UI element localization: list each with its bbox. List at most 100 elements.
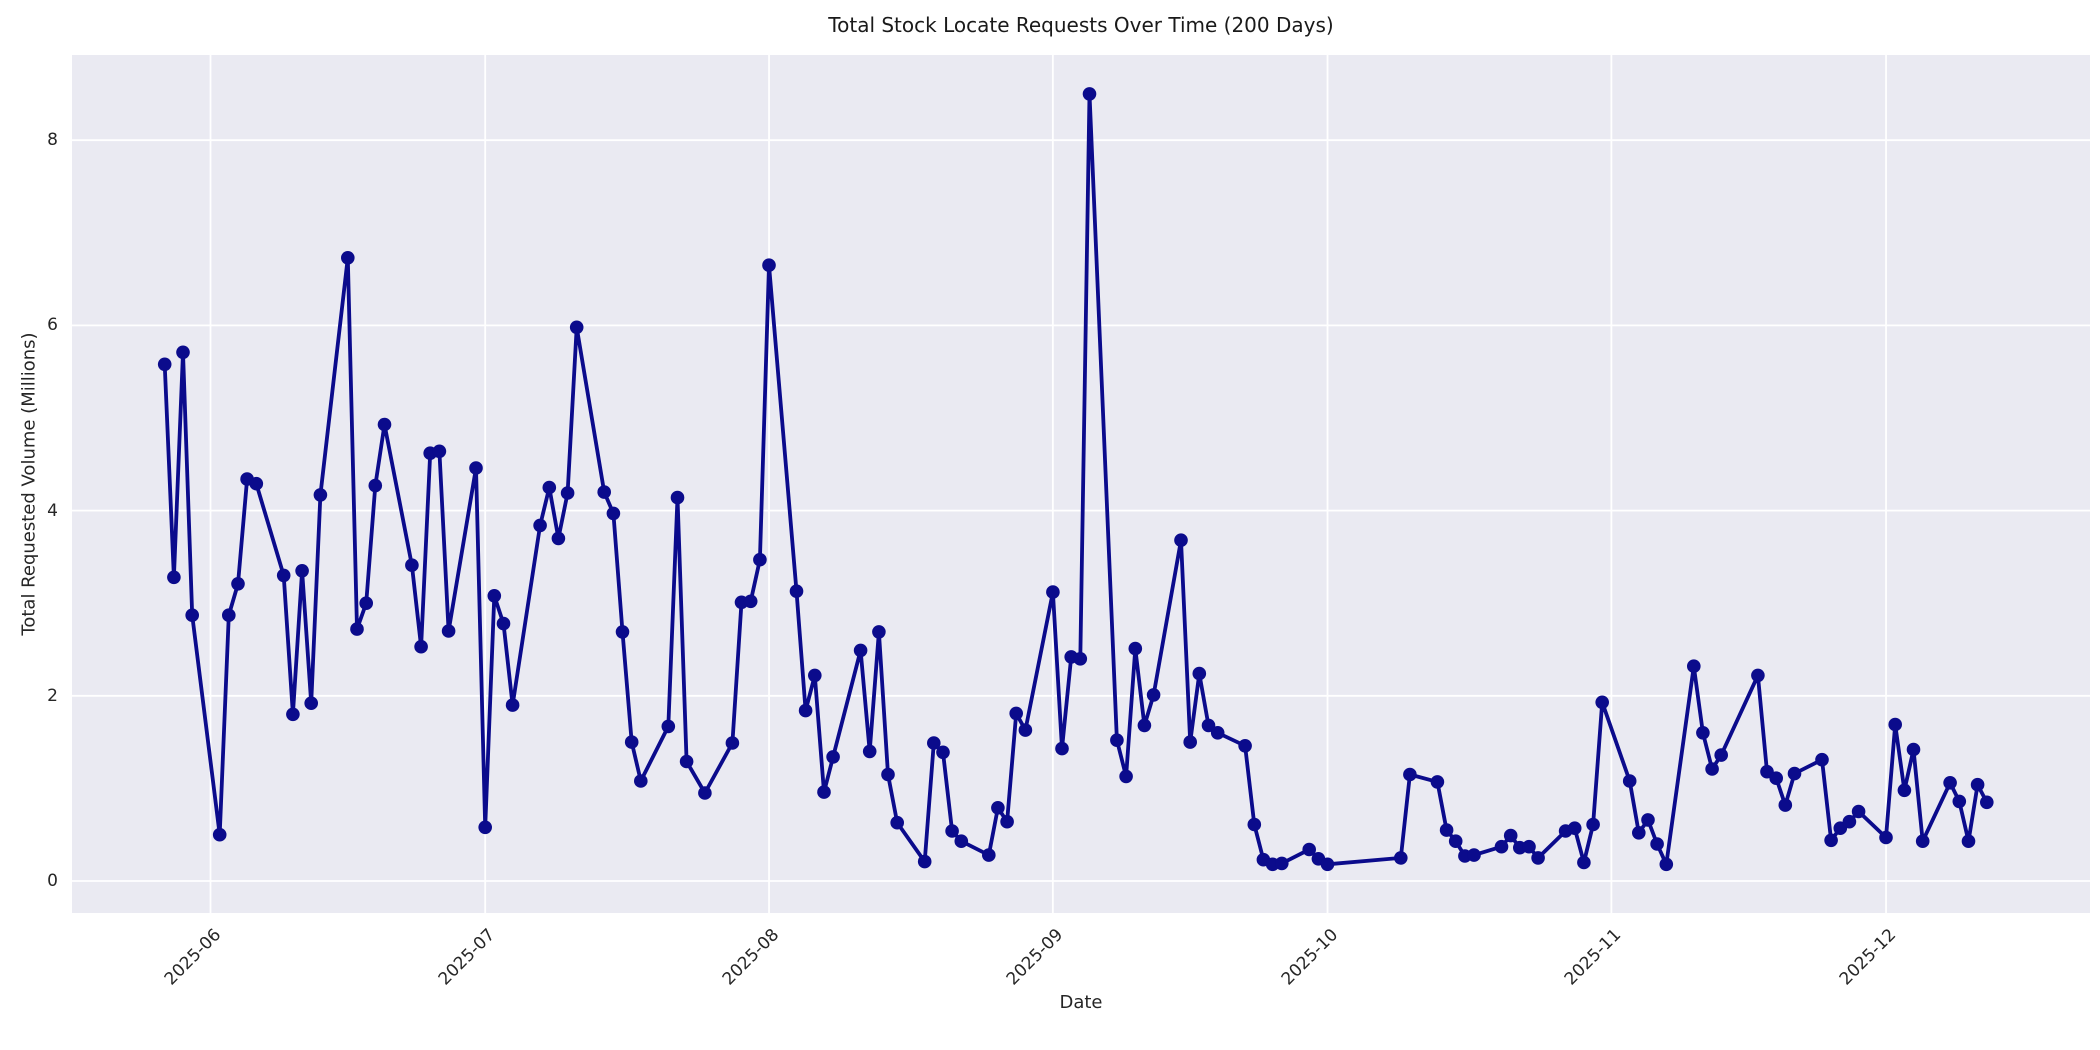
plot-area	[72, 55, 2090, 913]
data-point-marker	[1714, 748, 1728, 762]
data-point-marker	[377, 417, 392, 432]
data-point-marker	[1192, 666, 1207, 681]
data-point-marker	[862, 744, 877, 759]
data-point-marker	[249, 476, 264, 491]
data-point-marker	[1577, 855, 1591, 870]
data-point-marker	[212, 827, 227, 842]
data-point-marker	[743, 594, 758, 609]
data-point-marker	[1952, 794, 1967, 809]
data-point-marker	[1815, 752, 1829, 767]
data-point-marker	[1448, 834, 1463, 848]
data-point-marker	[167, 570, 181, 585]
data-point-marker	[496, 616, 511, 631]
data-point-marker	[1531, 851, 1545, 865]
data-point-marker	[533, 518, 547, 533]
data-point-marker	[276, 568, 291, 583]
data-point-marker	[1183, 735, 1197, 749]
data-point-marker	[1137, 718, 1152, 733]
data-point-marker	[1879, 830, 1893, 845]
data-point-marker	[1018, 723, 1033, 737]
data-point-marker	[679, 754, 694, 769]
data-point-marker	[231, 577, 245, 591]
data-point-marker	[1320, 857, 1335, 872]
data-point-marker	[624, 735, 639, 749]
data-point-marker	[1778, 798, 1793, 812]
data-point-marker	[1595, 695, 1609, 710]
data-point-marker	[1046, 585, 1060, 599]
data-point-marker	[1430, 775, 1445, 789]
y-tick-label: 2	[47, 685, 58, 706]
data-point-marker	[157, 357, 172, 372]
y-tick-label: 6	[47, 315, 58, 336]
data-point-marker	[1082, 87, 1097, 101]
data-point-marker	[1906, 742, 1921, 757]
data-point-marker	[1659, 857, 1674, 872]
data-point-marker	[670, 490, 685, 505]
data-point-marker	[1009, 706, 1023, 721]
data-point-marker	[1174, 533, 1188, 547]
y-tick-label: 8	[47, 130, 58, 151]
data-point-marker	[698, 786, 712, 800]
data-point-marker	[991, 801, 1005, 815]
data-point-marker	[551, 531, 566, 546]
data-point-marker	[1247, 817, 1262, 832]
data-point-marker	[1146, 688, 1161, 702]
data-point-marker	[917, 854, 932, 869]
data-point-marker	[945, 824, 959, 838]
data-point-marker	[1632, 826, 1646, 840]
y-axis-label: Total Requested Volume (Millions)	[18, 332, 40, 636]
data-point-marker	[753, 552, 767, 567]
data-point-marker	[1439, 823, 1454, 837]
data-point-marker	[1943, 776, 1957, 790]
data-point-marker	[634, 774, 648, 788]
data-point-marker	[725, 736, 740, 750]
data-point-marker	[789, 584, 804, 598]
data-point-marker	[1119, 769, 1133, 784]
data-point-marker	[295, 564, 309, 578]
data-point-marker	[1751, 668, 1765, 683]
data-point-marker	[405, 558, 419, 572]
data-point-marker	[1467, 848, 1481, 862]
data-point-marker	[1275, 856, 1289, 871]
data-point-marker	[1897, 783, 1912, 798]
data-point-marker	[478, 820, 493, 835]
data-point-marker	[1824, 833, 1838, 848]
data-point-marker	[661, 719, 676, 734]
data-point-marker	[414, 639, 428, 654]
data-point-marker	[1970, 777, 1985, 792]
data-point-marker	[597, 485, 611, 499]
data-point-marker	[222, 608, 236, 622]
data-point-marker	[1302, 842, 1316, 857]
data-point-marker	[368, 478, 383, 493]
data-point-marker	[185, 608, 199, 622]
data-point-marker	[1586, 817, 1600, 832]
data-point-marker	[1201, 718, 1216, 733]
data-point-marker	[1210, 726, 1225, 740]
data-point-marker	[798, 703, 813, 718]
x-axis-label: Date	[1059, 992, 1103, 1013]
data-point-marker	[1110, 733, 1124, 747]
data-point-marker	[1851, 804, 1866, 819]
chart-title: Total Stock Locate Requests Over Time (2…	[828, 13, 1334, 37]
data-point-marker	[560, 486, 575, 500]
data-point-marker	[1073, 652, 1088, 666]
data-point-marker	[341, 250, 355, 265]
data-point-marker	[350, 622, 364, 636]
data-point-marker	[1842, 814, 1857, 829]
data-point-marker	[1522, 839, 1536, 854]
data-point-marker	[872, 625, 886, 639]
data-point-marker	[1888, 717, 1902, 732]
data-point-marker	[1769, 771, 1783, 785]
data-point-marker	[487, 589, 502, 603]
data-point-marker	[808, 668, 822, 683]
data-point-marker	[826, 750, 840, 764]
data-point-marker	[1705, 762, 1719, 776]
data-point-marker	[469, 461, 483, 475]
data-point-marker	[1238, 739, 1252, 753]
data-point-marker	[954, 834, 969, 848]
data-point-marker	[881, 767, 895, 782]
data-point-marker	[982, 848, 996, 862]
data-point-marker	[1128, 641, 1143, 656]
